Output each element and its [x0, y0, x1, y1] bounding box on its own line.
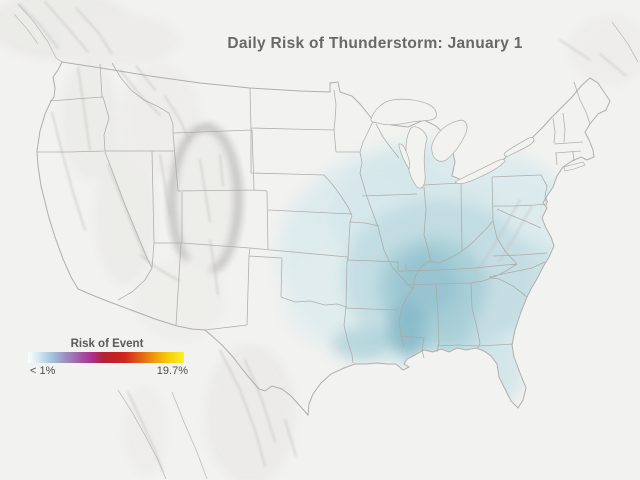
legend-title: Risk of Event — [70, 338, 144, 350]
legend-gradient-bar — [28, 352, 184, 363]
risk-legend: Risk of Event < 1% 19.7% — [28, 338, 188, 380]
page-title: Daily Risk of Thunderstorm: January 1 — [227, 35, 523, 52]
legend-max-label: 19.7% — [156, 365, 188, 377]
legend-min-label: < 1% — [30, 365, 56, 377]
